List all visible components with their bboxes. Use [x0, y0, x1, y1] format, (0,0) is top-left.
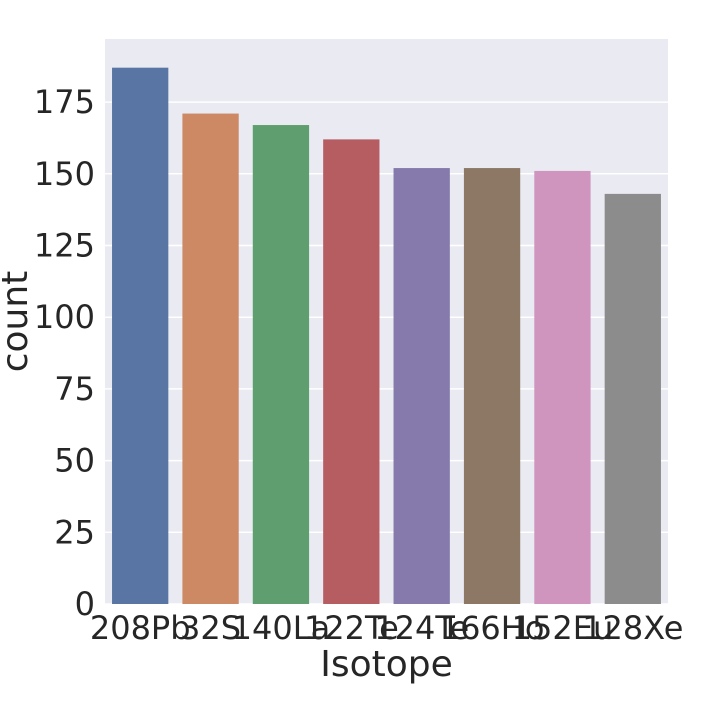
bar-124Te — [393, 168, 450, 604]
x-tick-label: 166Ho — [440, 609, 545, 647]
y-tick-label: 125 — [34, 226, 95, 264]
bar-122Te — [323, 139, 380, 604]
y-tick-label: 0 — [75, 585, 95, 623]
x-tick-label: 140La — [232, 609, 331, 647]
y-tick-label: 175 — [34, 83, 95, 121]
x-tick-label: 208Pb — [90, 609, 191, 647]
x-tick-label: 152Eu — [512, 609, 614, 647]
y-tick-label: 150 — [34, 155, 95, 193]
bar-32S — [182, 113, 239, 604]
y-tick-label: 50 — [54, 442, 95, 480]
y-tick-label: 25 — [54, 513, 95, 551]
y-tick-label: 75 — [54, 370, 95, 408]
y-tick-label: 100 — [34, 298, 95, 336]
bar-128Xe — [604, 193, 661, 604]
y-tick-labels: 0 25 50 75 100 125 150 175 — [34, 83, 95, 623]
bar-140La — [252, 125, 310, 604]
bar-166Ho — [463, 168, 521, 604]
x-tick-label: 124Te — [374, 609, 469, 647]
bar-152Eu — [534, 170, 591, 604]
x-axis-title: Isotope — [320, 644, 453, 685]
bars — [112, 67, 661, 605]
x-tick-label: 32S — [180, 609, 241, 647]
bar-208Pb — [112, 67, 169, 605]
y-axis-title: count — [0, 271, 36, 373]
x-tick-label: 122Te — [304, 609, 399, 647]
x-tick-label: 128Xe — [582, 609, 683, 647]
